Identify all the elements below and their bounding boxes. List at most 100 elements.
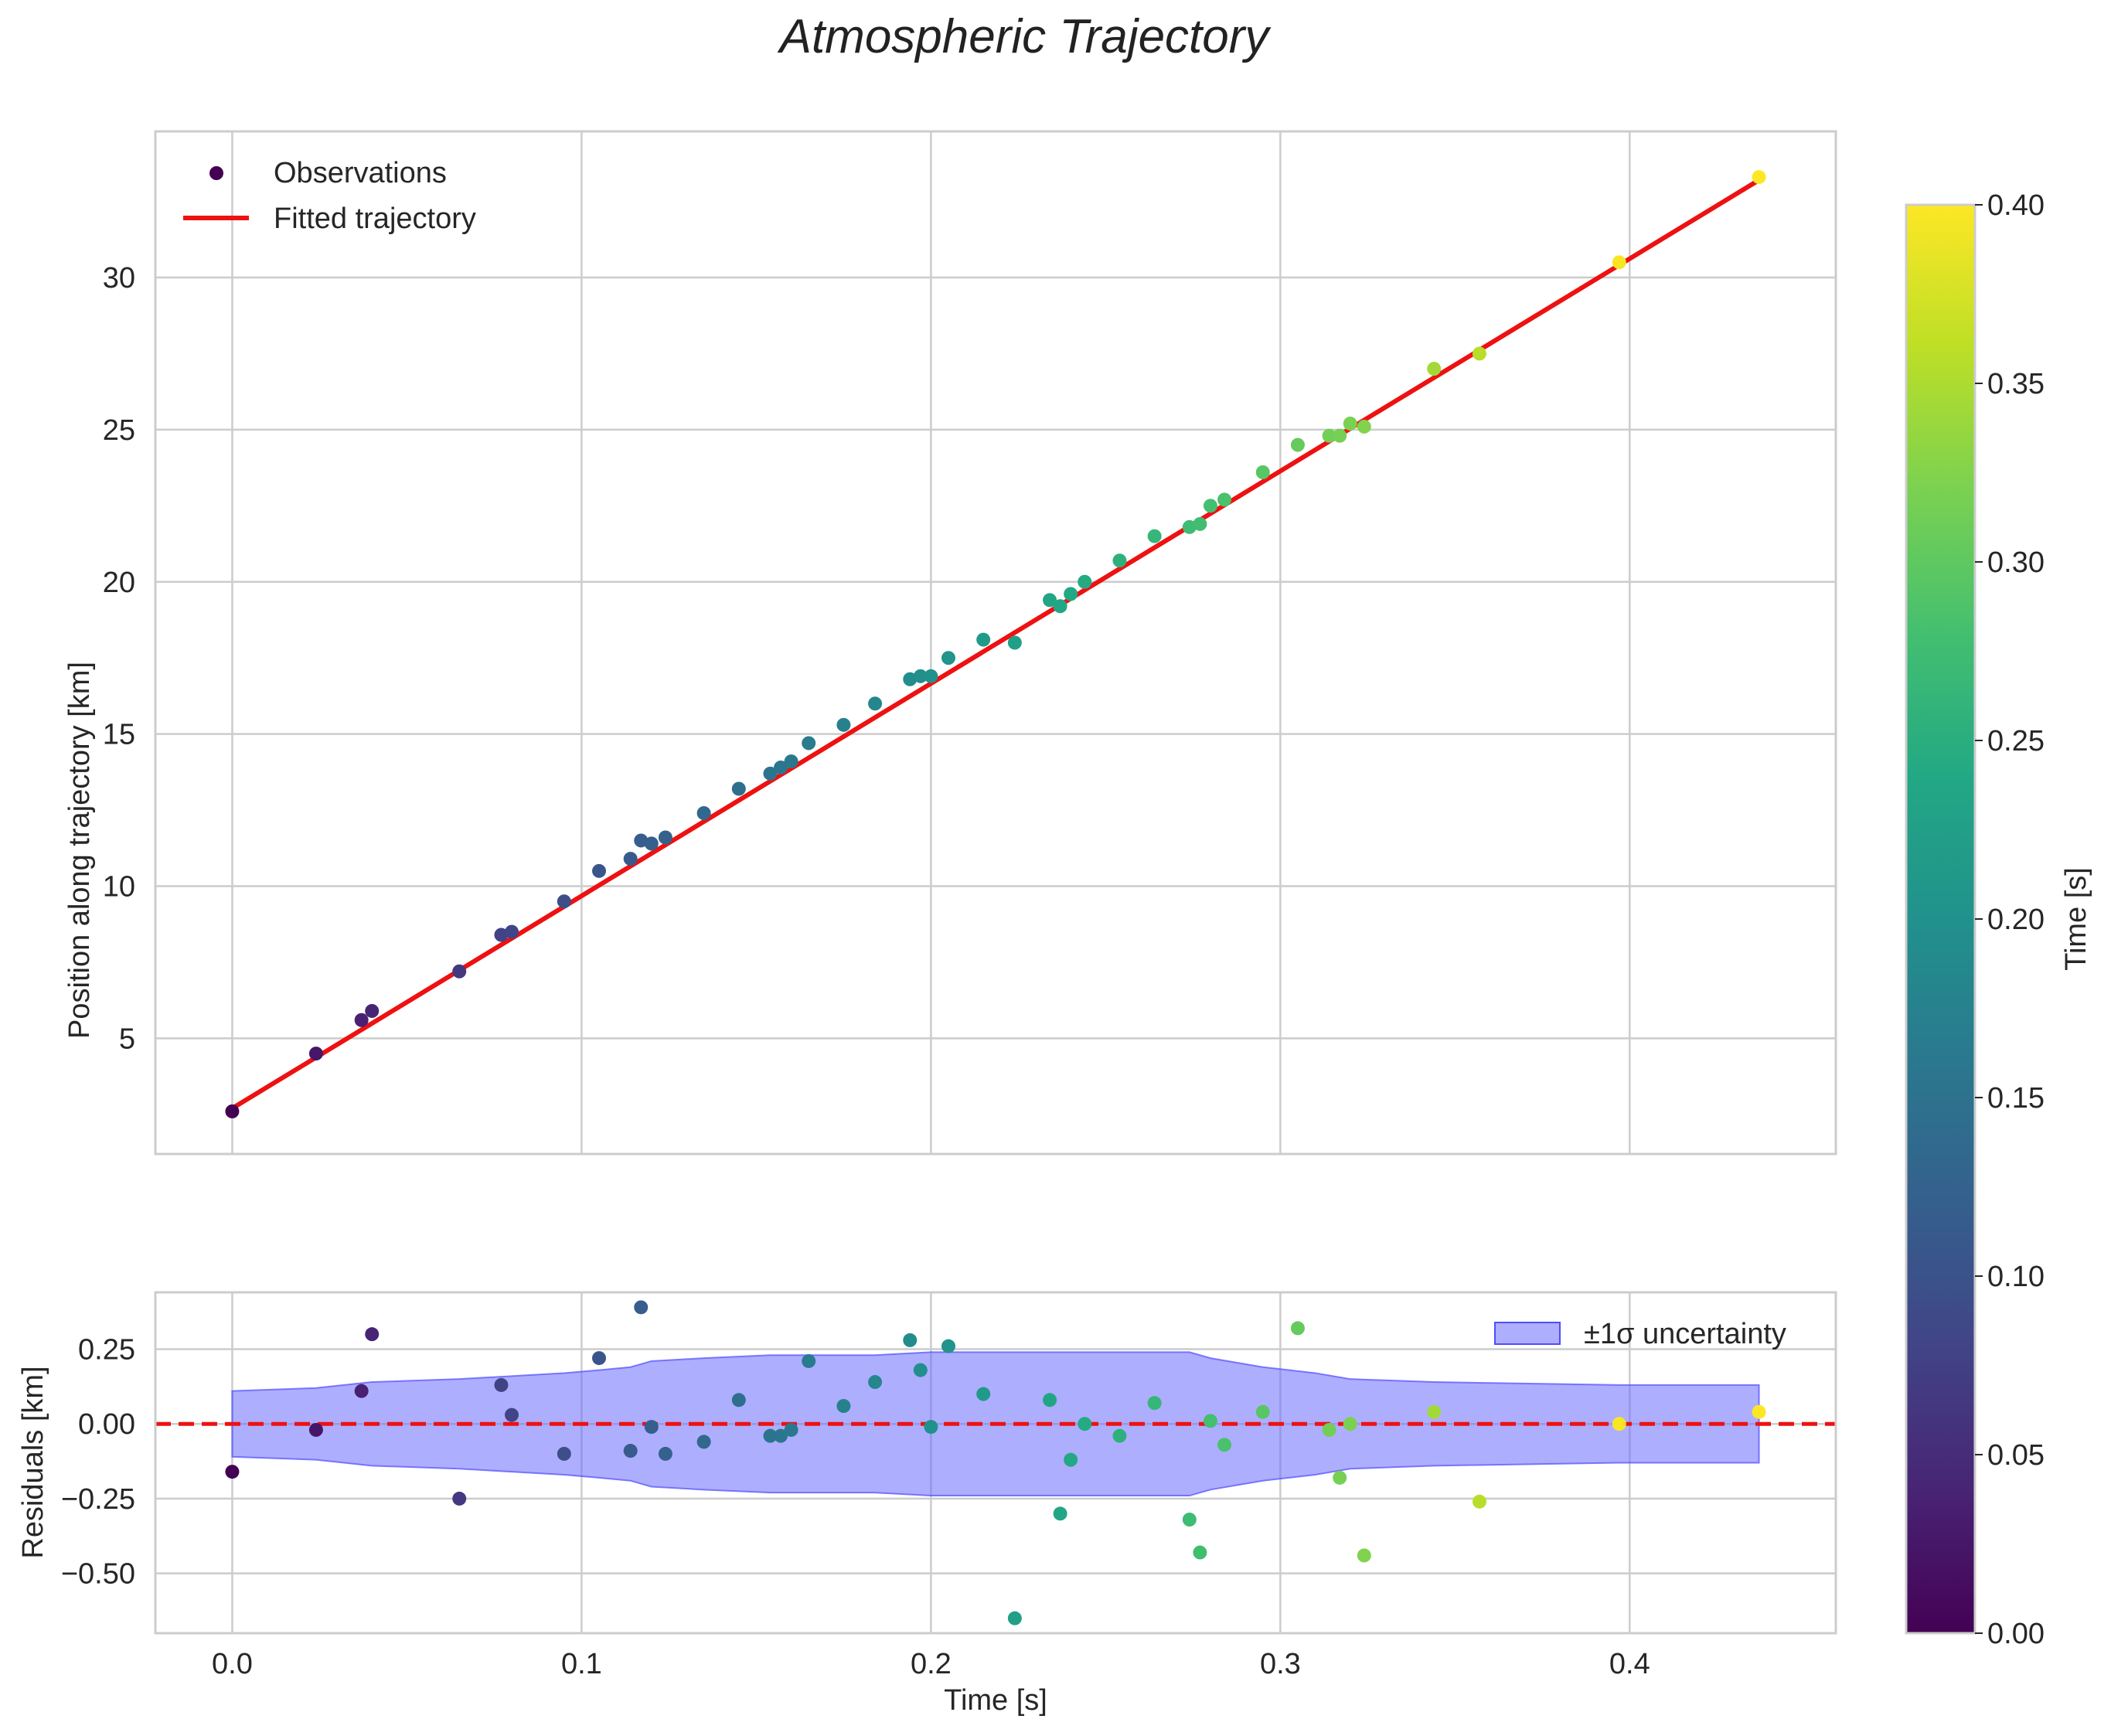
observation-point [1752, 170, 1766, 185]
residual-point [1182, 1513, 1197, 1527]
observation-point [1043, 593, 1057, 608]
residual-point [1255, 1404, 1270, 1419]
observation-point [308, 1047, 323, 1061]
residual-point [903, 1333, 918, 1347]
chart-title: Atmospheric Trajectory [777, 10, 1272, 63]
colorbar-tick-label: 0.25 [1987, 725, 2045, 757]
observation-point [1427, 362, 1442, 376]
residual-point [1472, 1494, 1486, 1509]
observation-point [1078, 574, 1092, 589]
observation-point [1357, 419, 1371, 434]
observation-point [1147, 529, 1162, 543]
main-y-tick-label: 10 [103, 871, 135, 904]
observation-point [634, 833, 649, 848]
residual-point [1007, 1611, 1022, 1625]
residual-point [836, 1399, 851, 1413]
residual-point [1612, 1417, 1626, 1431]
residual-point [1357, 1548, 1371, 1563]
observation-point [774, 760, 788, 774]
observation-point [592, 863, 607, 878]
residual-point [1043, 1393, 1057, 1408]
x-axis-label: Time [s] [944, 1684, 1047, 1717]
colorbar-label: Time [s] [2060, 867, 2092, 971]
observation-point [1064, 587, 1078, 601]
residual-point [1752, 1404, 1766, 1419]
residuals-frame [154, 1291, 1837, 1635]
colorbar-ticks: 0.00 0.05 0.10 0.15 0.20 0.25 0.30 0.35 0.40 [1975, 189, 2045, 1650]
main-frame [154, 130, 1837, 1156]
observation-point [1193, 516, 1207, 531]
observation-point [365, 1003, 380, 1018]
observation-point [658, 830, 672, 845]
residual-point [494, 1377, 509, 1392]
residual-point [1112, 1428, 1127, 1443]
observation-point [784, 754, 798, 769]
residuals-y-tick-label: −0.50 [61, 1558, 135, 1591]
residual-point [354, 1384, 369, 1398]
residual-point [225, 1465, 240, 1479]
observation-point [696, 806, 711, 820]
residuals-y-tick-label: 0.25 [78, 1334, 135, 1367]
observation-point [644, 836, 659, 851]
residuals-y-tick-label: 0.00 [78, 1408, 135, 1441]
observation-point [1612, 255, 1626, 270]
observation-point [731, 781, 746, 796]
observation-point [1217, 492, 1232, 507]
residual-point [308, 1422, 323, 1437]
residual-point [1322, 1422, 1336, 1437]
residual-point [365, 1327, 380, 1342]
legend-fit-label: Fitted trajectory [274, 203, 476, 235]
residual-point [644, 1420, 659, 1435]
colorbar-tick-label: 0.40 [1987, 189, 2045, 222]
residual-point [658, 1446, 672, 1461]
observation-point [976, 632, 991, 647]
x-tick-label: 0.4 [1609, 1648, 1650, 1680]
colorbar: 0.00 0.05 0.10 0.15 0.20 0.25 0.30 0.35 0.40 Tim… [1905, 189, 2092, 1650]
observation-point [225, 1104, 240, 1118]
residual-point [592, 1351, 607, 1366]
residual-point [1203, 1414, 1217, 1428]
residuals-y-axis-label: Residuals [km] [17, 1366, 49, 1558]
main-panel: 5 10 15 20 25 30 Position along trajectory [k… [63, 130, 1837, 1156]
residual-point [623, 1444, 638, 1459]
observation-point [557, 894, 571, 909]
observation-point [802, 736, 816, 751]
colorbar-tick-label: 0.00 [1987, 1618, 2045, 1650]
legend-uncertainty-swatch [1494, 1322, 1561, 1345]
x-tick-label: 0.0 [212, 1648, 253, 1680]
residual-point [1147, 1396, 1162, 1411]
fit-line [230, 178, 1762, 1111]
x-tick-label: 0.2 [911, 1648, 952, 1680]
observation-point [1182, 519, 1197, 534]
observation-point [1007, 635, 1022, 650]
residual-point [634, 1300, 649, 1315]
residual-point [452, 1491, 467, 1506]
residual-point [763, 1428, 778, 1443]
residual-point [913, 1363, 928, 1377]
observation-point [1290, 437, 1305, 452]
residual-point [1290, 1321, 1305, 1336]
colorbar-tick-label: 0.20 [1987, 904, 2045, 936]
main-y-tick-label: 30 [103, 262, 135, 294]
observation-point [1322, 428, 1336, 443]
main-legend: Observations Fitted trajectory [183, 157, 476, 235]
residual-point [505, 1408, 519, 1422]
observation-point [1472, 346, 1486, 361]
residual-point [1333, 1470, 1347, 1485]
legend-observations-marker [209, 166, 223, 180]
main-y-axis-label: Position along trajectory [km] [63, 662, 96, 1039]
residual-point [557, 1446, 571, 1461]
colorbar-tick-label: 0.15 [1987, 1082, 2045, 1115]
observation-point [868, 696, 883, 711]
main-marks [225, 170, 1766, 1118]
observation-point [941, 651, 955, 665]
residual-point [731, 1393, 746, 1408]
observation-point [354, 1013, 369, 1027]
observation-point [505, 924, 519, 939]
residual-point [1343, 1417, 1357, 1431]
colorbar-tick-label: 0.35 [1987, 368, 2045, 400]
residual-point [941, 1339, 955, 1353]
observation-point [623, 852, 638, 866]
observation-point [924, 669, 938, 683]
